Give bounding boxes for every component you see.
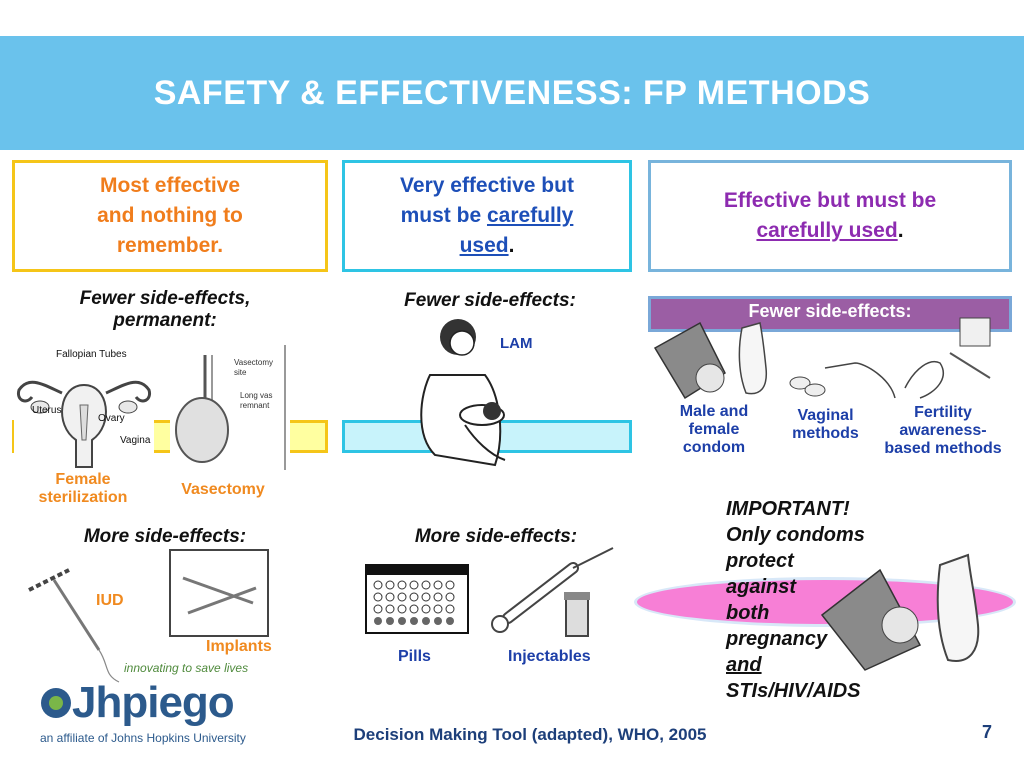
tier-effective-line2-suffix: . [897,219,904,242]
tier-very-line2-link: carefully [486,204,574,227]
fertility-awareness-label: Fertility awareness- based methods [872,404,1014,458]
important-line1: IMPORTANT! [726,498,850,520]
fewer-side-effects-label: Fewer side-effects: [404,290,576,311]
female-sterilization-label: Female sterilization [28,471,138,507]
jhpiego-logo-icon [41,688,71,718]
tier-very-line3-suffix: . [508,234,515,257]
vasectomy-site-label-2: site [234,368,247,377]
condom-highlight-illustration [820,553,980,671]
tier-most-effective: Most effective and nothing to remember. [12,160,328,272]
vasectomy-site-label-1: Vasectomy [234,358,273,367]
injectables-label: Injectables [508,648,591,665]
important-line8: STIs/HIV/AIDS [726,680,861,702]
condom-line1: Male and [679,403,749,420]
important-line7: and [726,654,762,676]
important-line4: against [726,576,797,598]
tier-effective-line1: Effective but must be [723,189,937,212]
female-sterilization-line2: sterilization [38,489,128,506]
ovary-label: Ovary [98,413,125,424]
fallopian-label: Fallopian Tubes [56,349,127,360]
page-number: 7 [982,722,993,742]
tier-effective: Effective but must be carefully used. [648,160,1012,272]
implants-illustration [169,549,269,637]
fewer-permanent-line1: Fewer side-effects, [79,288,251,309]
important-callout: IMPORTANT! Only condoms protect against … [726,496,926,704]
source-citation: Decision Making Tool (adapted), WHO, 200… [353,725,707,744]
tier-very-line3-link: used [459,234,509,257]
more-side-effects-label-1: More side-effects: [83,526,247,547]
lam-label: LAM [500,335,533,352]
tier-most-line1: Most effective [99,174,241,197]
vas-remnant-label-2: remnant [240,401,270,410]
vaginal-methods-label: Vaginal methods [778,407,873,443]
barrier-methods-illustration [653,317,991,400]
tier-effective-line2-link: carefully used [756,219,898,242]
slide-title: SAFETY & EFFECTIVENESS: FP METHODS [153,74,871,112]
female-anatomy-illustration: Fallopian Tubes Uterus Ovary Vagina [14,345,154,470]
vaginal-line2: methods [792,425,859,442]
tier-most-line2: and nothing to [97,204,243,227]
fertility-line2: awareness- [899,422,987,439]
tier-most-line3: remember. [116,234,224,257]
fertility-line3: based methods [884,440,1002,457]
vasectomy-illustration: Vasectomy site Long vas remnant [170,345,290,475]
implants-label: Implants [206,638,272,655]
syringe-illustration [491,547,614,637]
vagina-label: Vagina [120,435,151,446]
jhpiego-tagline: innovating to save lives [124,661,249,675]
breastfeeding-mother-illustration [420,319,506,467]
important-line5: both [726,602,770,624]
iud-illustration [28,568,120,683]
vas-remnant-label-1: Long vas [240,391,272,400]
fewer-permanent-line2: permanent: [113,310,217,331]
condom-line3: condom [682,439,746,456]
important-line2: Only condoms [726,524,865,546]
title-banner [0,36,1024,150]
female-sterilization-line1: Female [55,471,111,488]
tier-very-effective: Very effective but must be carefully use… [342,160,632,272]
fewer-side-effects-banner: Fewer side-effects: [648,296,1012,332]
jhpiego-affiliation: an affiliate of Johns Hopkins University [40,731,246,745]
jhpiego-logo-wordmark: Jhpiego [72,678,235,727]
important-line3: protect [726,550,794,572]
condom-label: Male and female condom [668,403,760,457]
tier-very-line2-prefix: must be [400,204,487,227]
more-side-effects-label-2: More side-effects: [414,526,578,547]
condom-line2: female [688,421,740,438]
uterus-label: Uterus [32,405,61,416]
vasectomy-label: Vasectomy [181,481,265,498]
pill-pack-illustration [365,564,469,634]
tier-very-line1: Very effective but [400,174,574,197]
fewer-side-effects-permanent-label: Fewer side-effects, permanent: [40,288,290,332]
important-line6: pregnancy [726,628,828,650]
iud-label: IUD [96,592,124,609]
pills-label: Pills [398,648,431,665]
vaginal-line1: Vaginal [797,407,854,424]
fertility-line1: Fertility [914,404,972,421]
